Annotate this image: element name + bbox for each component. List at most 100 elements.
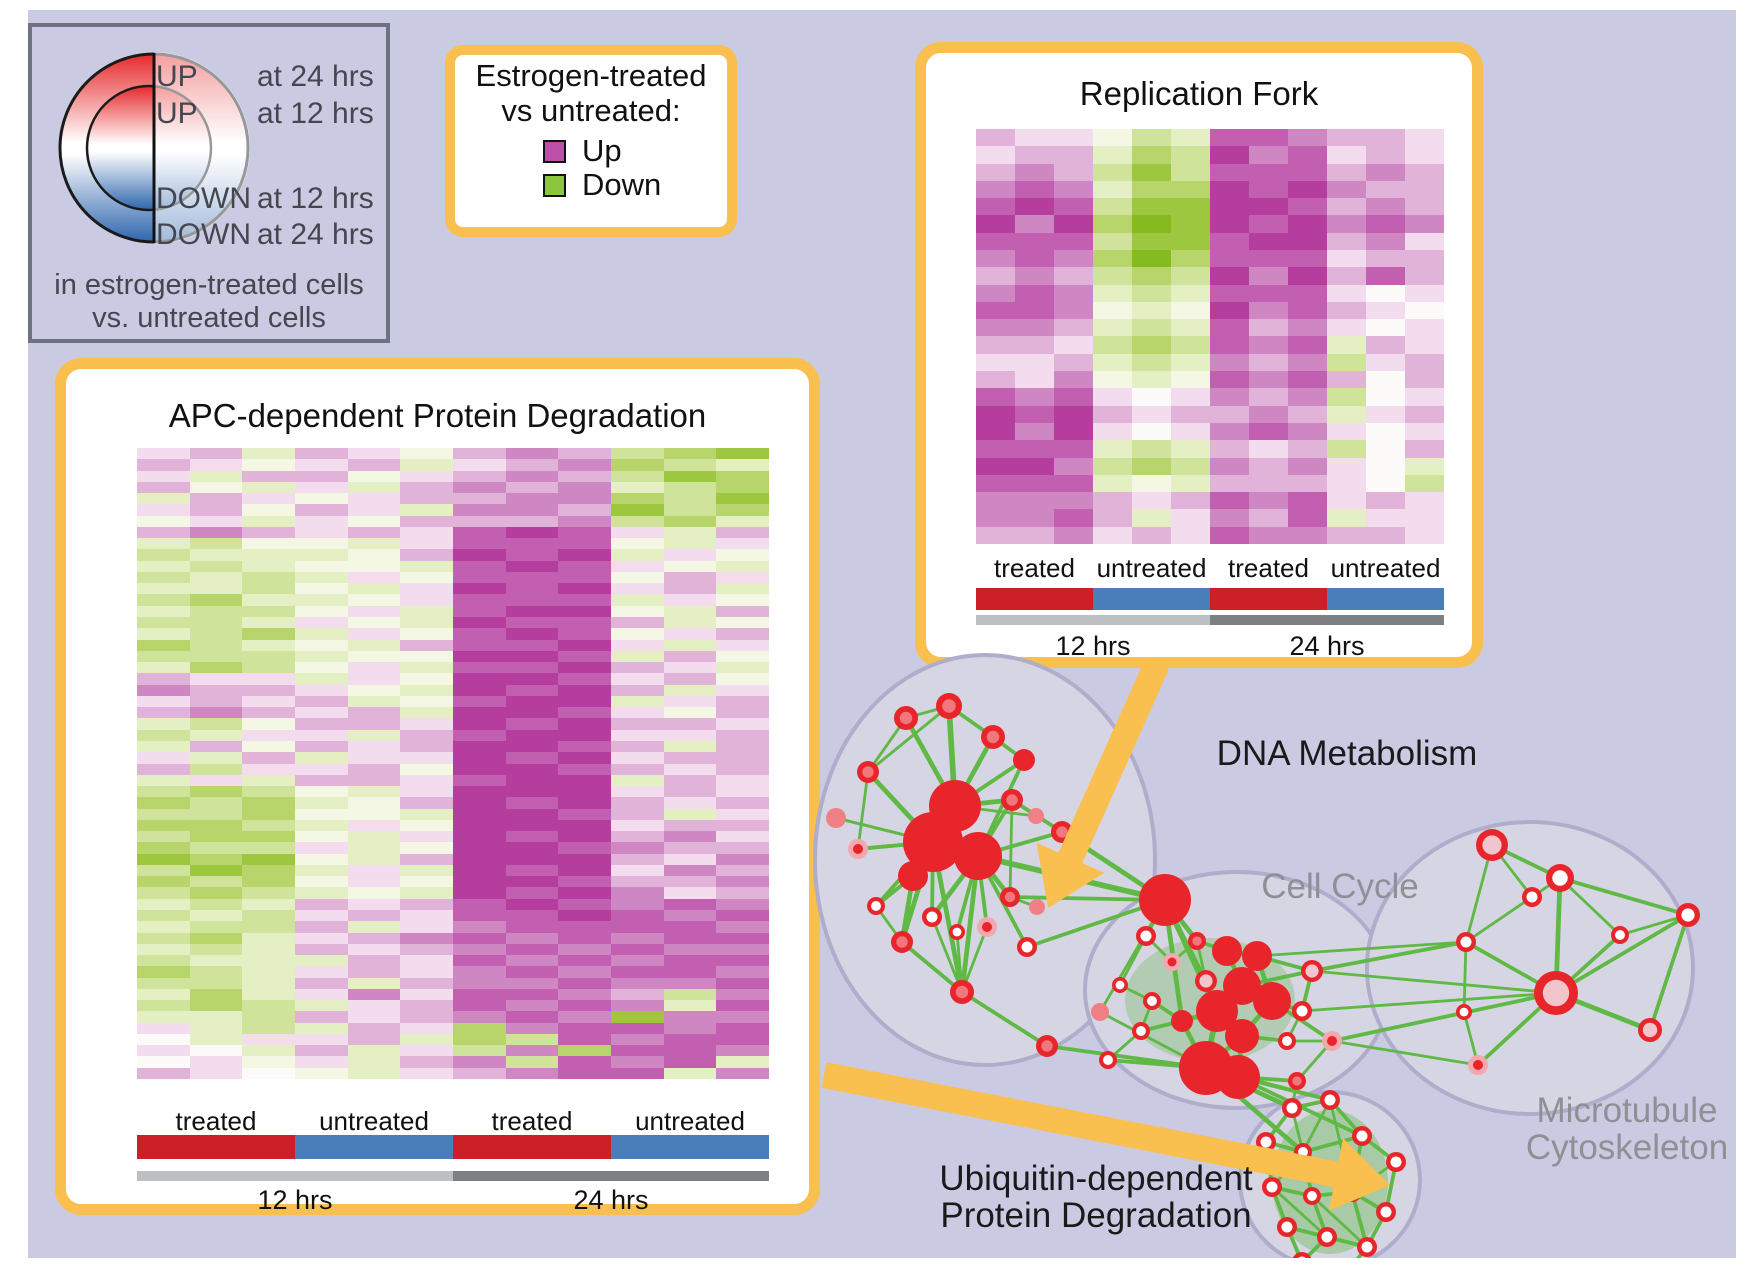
heatmap-cell bbox=[558, 819, 611, 832]
heatmap-cell bbox=[1405, 250, 1444, 268]
network-edge bbox=[930, 915, 964, 994]
heatmap-cell bbox=[400, 943, 453, 956]
heatmap-cell bbox=[295, 639, 348, 651]
heatmap-cell bbox=[976, 284, 1015, 302]
heatmap-cell bbox=[976, 457, 1015, 475]
heatmap-cell bbox=[189, 1045, 243, 1057]
heatmap-cell bbox=[558, 864, 611, 877]
heatmap-cell bbox=[716, 560, 769, 572]
heatmap-cell bbox=[1054, 250, 1093, 268]
heatmap-cell bbox=[663, 617, 717, 629]
heatmap-cell bbox=[611, 662, 664, 674]
heatmap-cell bbox=[558, 729, 611, 741]
heatmap-cell bbox=[1093, 129, 1132, 147]
heatmap-cell bbox=[1288, 215, 1327, 233]
cluster-label-microtubule-cytoskeleton: Microtubule bbox=[1537, 1091, 1718, 1130]
heatmap-cell bbox=[347, 628, 401, 640]
heatmap-cell bbox=[1405, 526, 1444, 544]
heatmap-cell bbox=[1015, 371, 1054, 389]
heatmap-cell bbox=[1366, 301, 1405, 320]
heatmap-cell bbox=[505, 639, 559, 651]
network-node-core bbox=[1615, 930, 1625, 940]
heatmap-cell bbox=[295, 988, 348, 1001]
heatmap-cell bbox=[1210, 163, 1249, 181]
heatmap-cell bbox=[400, 617, 453, 629]
heatmap-cell bbox=[1054, 440, 1093, 458]
heatmap-cell bbox=[1327, 163, 1366, 181]
heatmap-cell bbox=[400, 504, 453, 516]
group-label: untreated bbox=[635, 1106, 745, 1136]
heatmap-cell bbox=[1405, 353, 1444, 372]
heatmap-cell bbox=[189, 583, 243, 595]
heatmap-cell bbox=[1015, 440, 1054, 458]
heatmap-cell bbox=[242, 943, 295, 956]
heatmap-cell bbox=[189, 786, 243, 798]
network-node-core bbox=[1542, 979, 1570, 1007]
heatmap-cell bbox=[1210, 353, 1249, 372]
heatmap-cell bbox=[1327, 284, 1366, 302]
heatmap-cell bbox=[1171, 492, 1210, 510]
network-edge bbox=[1330, 1039, 1480, 1067]
heatmap-cell bbox=[1327, 267, 1366, 285]
heatmap-cell bbox=[1093, 301, 1132, 320]
heatmap-cell bbox=[505, 819, 559, 832]
network-node-core bbox=[1380, 1206, 1392, 1218]
heatmap-cell bbox=[347, 988, 401, 1001]
heatmap-cell bbox=[1210, 284, 1249, 302]
heatmap-cell bbox=[347, 729, 401, 741]
heatmap-cell bbox=[242, 684, 295, 696]
heatmap-cell bbox=[347, 740, 401, 753]
heatmap-cell bbox=[453, 864, 506, 877]
heatmap-cell bbox=[663, 898, 717, 910]
heatmap-cell bbox=[1093, 509, 1132, 527]
heatmap-cell bbox=[453, 774, 506, 787]
heatmap-cell bbox=[242, 876, 295, 888]
heatmap-cell bbox=[347, 977, 401, 989]
heatmap-cell bbox=[611, 470, 664, 482]
heatmap-cell bbox=[611, 1067, 664, 1079]
heatmap-cell bbox=[400, 538, 453, 550]
heatmap-cell bbox=[453, 470, 506, 482]
network-node-core bbox=[1140, 930, 1152, 942]
heatmap-cell bbox=[1288, 301, 1327, 320]
heatmap-cell bbox=[611, 876, 664, 888]
heatmap-cell bbox=[1093, 250, 1132, 268]
heatmap-cell bbox=[347, 594, 401, 606]
heatmap-cell bbox=[453, 448, 506, 460]
network-edge bbox=[1464, 843, 1494, 944]
heatmap-cell bbox=[242, 786, 295, 798]
heatmap-cell bbox=[1132, 492, 1171, 510]
heatmap-cell bbox=[242, 1011, 295, 1023]
apc-degradation-heatmap bbox=[137, 448, 769, 1079]
heatmap-cell bbox=[558, 1022, 611, 1034]
heatmap-cell bbox=[716, 763, 769, 775]
heatmap-cell bbox=[1249, 509, 1288, 527]
heatmap-cell bbox=[505, 481, 559, 494]
time-bar-segment bbox=[976, 615, 1210, 625]
heatmap-cell bbox=[400, 650, 453, 663]
heatmap-cell bbox=[663, 470, 717, 482]
heatmap-cell bbox=[611, 887, 664, 899]
time-label: 24 hrs bbox=[573, 1185, 649, 1215]
heatmap-cell bbox=[505, 617, 559, 629]
heatmap-cell bbox=[137, 955, 190, 967]
heatmap-cell bbox=[1171, 371, 1210, 389]
heatmap-cell bbox=[558, 538, 611, 550]
heatmap-cell bbox=[716, 684, 769, 696]
heatmap-cell bbox=[1327, 301, 1366, 320]
network-node-core bbox=[1286, 1102, 1298, 1114]
time-label: 12 hrs bbox=[257, 1185, 333, 1215]
heatmap-cell bbox=[1210, 267, 1249, 285]
heatmap-cell bbox=[505, 1022, 559, 1034]
heatmap-cell bbox=[716, 876, 769, 888]
heatmap-cell bbox=[453, 504, 506, 516]
heatmap-cell bbox=[1132, 474, 1171, 493]
heatmap-cell bbox=[1171, 232, 1210, 251]
heatmap-cell bbox=[1054, 353, 1093, 372]
heatmap-cell bbox=[976, 336, 1015, 354]
heatmap-cell bbox=[1288, 250, 1327, 268]
group-label: treated bbox=[175, 1106, 257, 1136]
heatmap-cell bbox=[189, 1011, 243, 1023]
heatmap-cell bbox=[400, 864, 453, 877]
heatmap-cell bbox=[453, 684, 506, 696]
